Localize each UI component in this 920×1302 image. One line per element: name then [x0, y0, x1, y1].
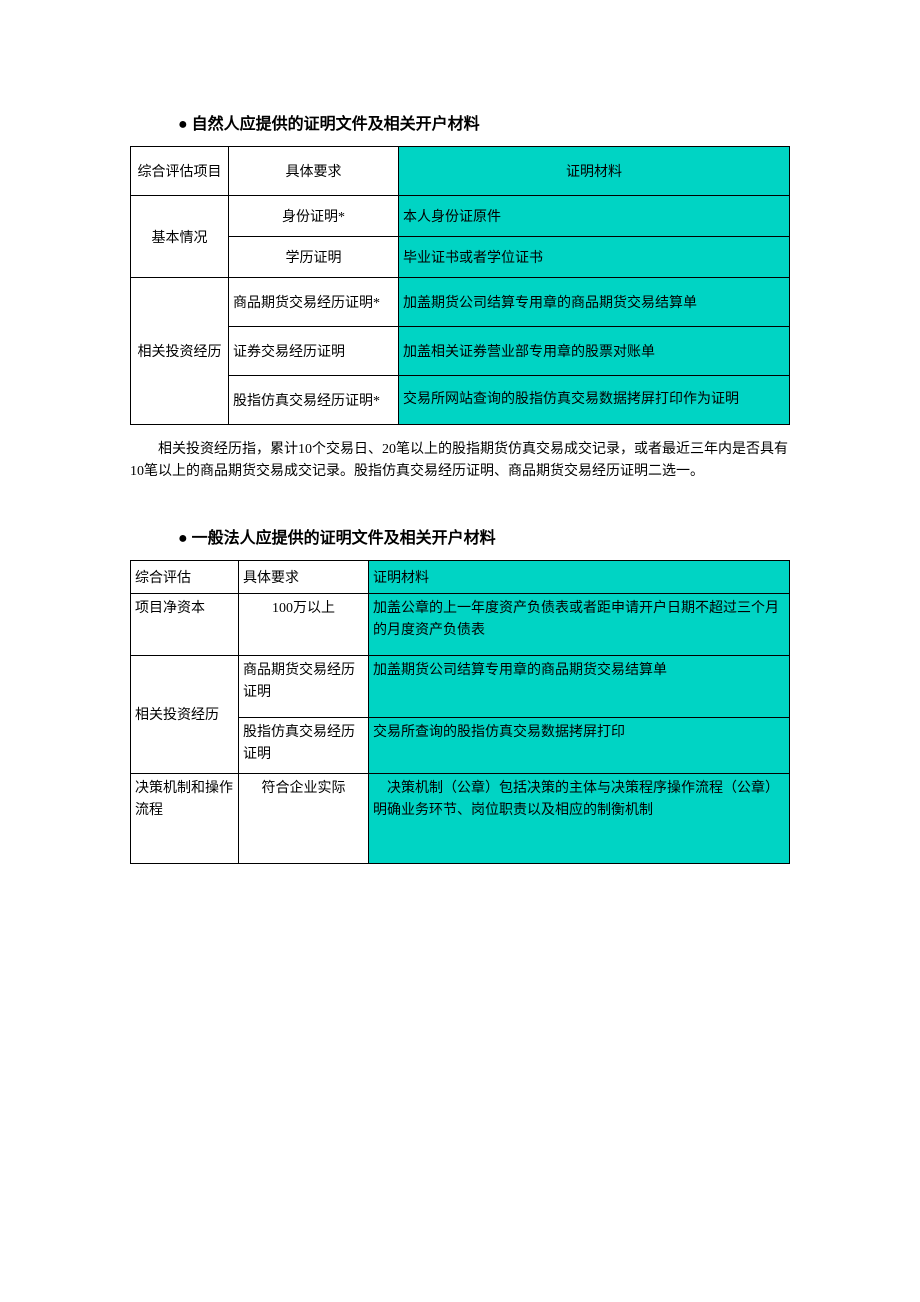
- table-row: 项目净资本 100万以上 加盖公章的上一年度资产负债表或者距申请开户日期不超过三…: [131, 593, 790, 655]
- table-row: 相关投资经历 商品期货交易经历证明 加盖期货公司结算专用章的商品期货交易结算单: [131, 655, 790, 717]
- table-header-row: 综合评估 具体要求 证明材料: [131, 560, 790, 593]
- proof-cell: 决策机制（公章）包括决策的主体与决策程序操作流程（公章）明确业务环节、岗位职责以…: [369, 773, 790, 863]
- proof-cell: 交易所网站查询的股指仿真交易数据拷屏打印作为证明: [399, 376, 790, 425]
- group-label: 相关投资经历: [131, 278, 229, 425]
- table-row: 基本情况 身份证明* 本人身份证原件: [131, 196, 790, 237]
- req-cell: 学历证明: [229, 237, 399, 278]
- proof-cell: 加盖公章的上一年度资产负债表或者距申请开户日期不超过三个月的月度资产负债表: [369, 593, 790, 655]
- section1-table: 综合评估项目 具体要求 证明材料 基本情况 身份证明* 本人身份证原件 学历证明…: [130, 146, 790, 425]
- proof-cell: 交易所查询的股指仿真交易数据拷屏打印: [369, 717, 790, 773]
- header-col-3: 证明材料: [369, 560, 790, 593]
- header-col-2: 具体要求: [229, 147, 399, 196]
- table-row: 相关投资经历 商品期货交易经历证明* 加盖期货公司结算专用章的商品期货交易结算单: [131, 278, 790, 327]
- group-label: 项目净资本: [131, 593, 239, 655]
- header-col-3: 证明材料: [399, 147, 790, 196]
- req-cell: 商品期货交易经历证明: [239, 655, 369, 717]
- proof-cell: 加盖相关证券营业部专用章的股票对账单: [399, 327, 790, 376]
- req-cell: 100万以上: [239, 593, 369, 655]
- req-cell: 符合企业实际: [239, 773, 369, 863]
- req-cell: 证券交易经历证明: [229, 327, 399, 376]
- req-cell: 身份证明*: [229, 196, 399, 237]
- section1-heading: 自然人应提供的证明文件及相关开户材料: [178, 110, 790, 134]
- proof-cell: 本人身份证原件: [399, 196, 790, 237]
- table-header-row: 综合评估项目 具体要求 证明材料: [131, 147, 790, 196]
- proof-cell: 加盖期货公司结算专用章的商品期货交易结算单: [399, 278, 790, 327]
- req-cell: 商品期货交易经历证明*: [229, 278, 399, 327]
- header-col-1: 综合评估项目: [131, 147, 229, 196]
- req-cell: 股指仿真交易经历证明*: [229, 376, 399, 425]
- group-label: 基本情况: [131, 196, 229, 278]
- table-row: 证券交易经历证明 加盖相关证券营业部专用章的股票对账单: [131, 327, 790, 376]
- table-row: 学历证明 毕业证书或者学位证书: [131, 237, 790, 278]
- section1-note: 相关投资经历指，累计10个交易日、20笔以上的股指期货仿真交易成交记录，或者最近…: [130, 439, 790, 484]
- proof-cell: 加盖期货公司结算专用章的商品期货交易结算单: [369, 655, 790, 717]
- group-label: 相关投资经历: [131, 655, 239, 773]
- section2-table: 综合评估 具体要求 证明材料 项目净资本 100万以上 加盖公章的上一年度资产负…: [130, 560, 790, 864]
- group-label: 决策机制和操作流程: [131, 773, 239, 863]
- proof-cell: 毕业证书或者学位证书: [399, 237, 790, 278]
- req-cell: 股指仿真交易经历证明: [239, 717, 369, 773]
- table-row: 股指仿真交易经历证明* 交易所网站查询的股指仿真交易数据拷屏打印作为证明: [131, 376, 790, 425]
- header-col-1: 综合评估: [131, 560, 239, 593]
- table-row: 决策机制和操作流程 符合企业实际 决策机制（公章）包括决策的主体与决策程序操作流…: [131, 773, 790, 863]
- section2-heading: 一般法人应提供的证明文件及相关开户材料: [178, 524, 790, 548]
- header-col-2: 具体要求: [239, 560, 369, 593]
